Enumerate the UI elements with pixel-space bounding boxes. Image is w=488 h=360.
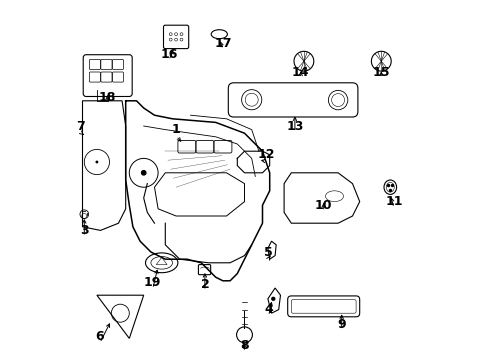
Circle shape [270, 297, 275, 301]
Text: 19: 19 [144, 276, 161, 289]
Text: 3: 3 [80, 224, 88, 237]
Text: 6: 6 [95, 330, 104, 343]
Circle shape [141, 171, 145, 175]
Text: 18: 18 [99, 91, 116, 104]
Text: 13: 13 [285, 120, 303, 132]
Text: 14: 14 [291, 66, 308, 78]
Text: 15: 15 [372, 66, 389, 78]
Text: 12: 12 [257, 148, 274, 161]
Text: 1: 1 [171, 123, 180, 136]
Text: 17: 17 [214, 37, 231, 50]
Text: 11: 11 [385, 195, 402, 208]
Text: 5: 5 [264, 246, 272, 258]
Text: 9: 9 [337, 318, 346, 330]
Circle shape [95, 161, 98, 163]
Text: 16: 16 [160, 48, 177, 60]
Text: 2: 2 [200, 278, 209, 291]
Text: 10: 10 [314, 199, 332, 212]
Text: 4: 4 [264, 303, 272, 316]
Text: 7: 7 [76, 120, 85, 132]
Text: 8: 8 [240, 339, 248, 352]
